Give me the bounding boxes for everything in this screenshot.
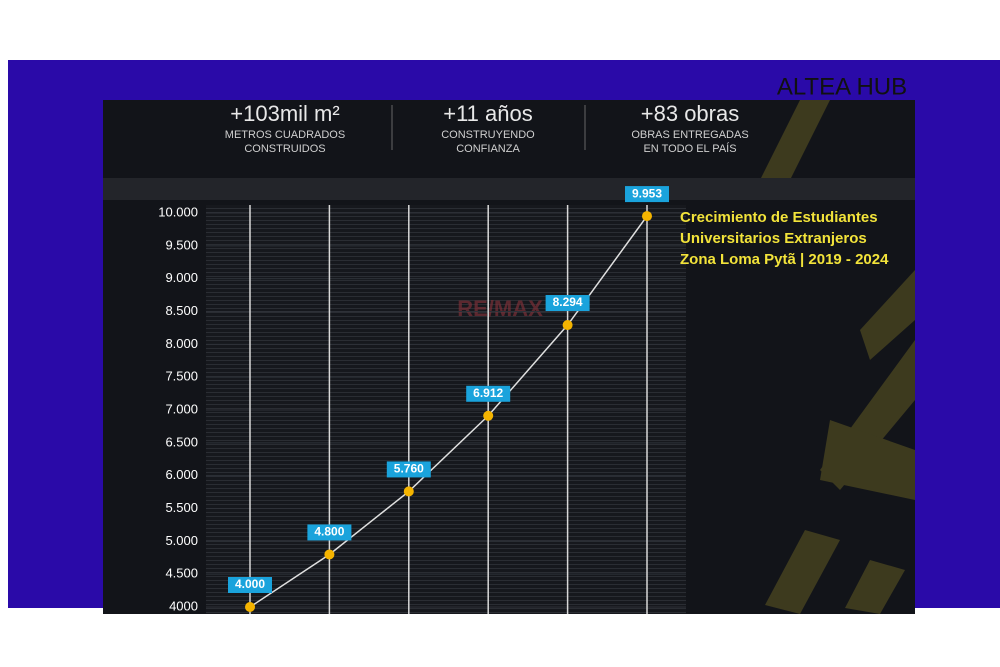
stat-label: CONSTRUYENDO	[441, 129, 535, 141]
point	[324, 549, 335, 560]
value-label: 9.953	[632, 186, 662, 200]
point	[642, 211, 652, 222]
stat-label: EN TODO EL PAÍS	[643, 142, 736, 155]
watermark: RE/MAX	[457, 296, 543, 321]
value-label: 6.912	[473, 386, 503, 400]
y-tick-label: 5.000	[165, 533, 198, 548]
point	[245, 602, 255, 612]
y-tick-label: 10.000	[158, 204, 198, 219]
y-tick-label: 6.500	[165, 434, 198, 449]
stat-value: +83 obras	[641, 101, 739, 126]
point	[403, 486, 414, 497]
stat-label: CONSTRUIDOS	[244, 143, 325, 155]
value-label-box	[228, 577, 272, 593]
y-tick-label: 7.500	[165, 369, 198, 384]
stat-label: METROS CUADRADOS	[225, 129, 345, 141]
y-tick-label: 8.000	[165, 336, 198, 351]
stat-value: +103mil m²	[230, 101, 339, 126]
point	[562, 320, 573, 331]
y-tick-label: 9.500	[165, 237, 198, 252]
y-tick-label: 4000	[169, 598, 198, 613]
y-tick-label: 7.000	[165, 401, 198, 416]
point	[483, 410, 494, 421]
chart-title: Crecimiento de Estudiantes	[680, 209, 878, 226]
stat-label: OBRAS ENTREGADAS	[631, 129, 748, 141]
value-label-box	[386, 461, 431, 478]
y-tick-label: 5.500	[165, 500, 198, 515]
value-label: 8.294	[553, 295, 583, 309]
stat-value: +11 años	[443, 101, 533, 126]
chart-title: Zona Loma Pytã | 2019 - 2024	[680, 251, 889, 268]
value-label-box	[466, 385, 511, 402]
chart-title: Universitarios Extranjeros	[680, 230, 867, 247]
value-label: 4.000	[235, 577, 265, 591]
value-label: 5.760	[394, 462, 424, 476]
value-label-box	[625, 186, 669, 203]
value-label: 4.800	[314, 525, 344, 539]
y-tick-label: 9.000	[165, 270, 198, 285]
brand: ALTEA HUB	[777, 73, 907, 100]
toolbar	[103, 178, 915, 200]
y-tick-label: 8.500	[165, 303, 198, 318]
stat-label: CONFIANZA	[456, 143, 520, 155]
y-tick-label: 4.500	[165, 566, 198, 581]
value-label-box	[545, 295, 590, 312]
decor-stripes	[760, 100, 915, 614]
y-tick-label: 6.000	[165, 467, 198, 482]
value-label-box	[307, 524, 352, 541]
